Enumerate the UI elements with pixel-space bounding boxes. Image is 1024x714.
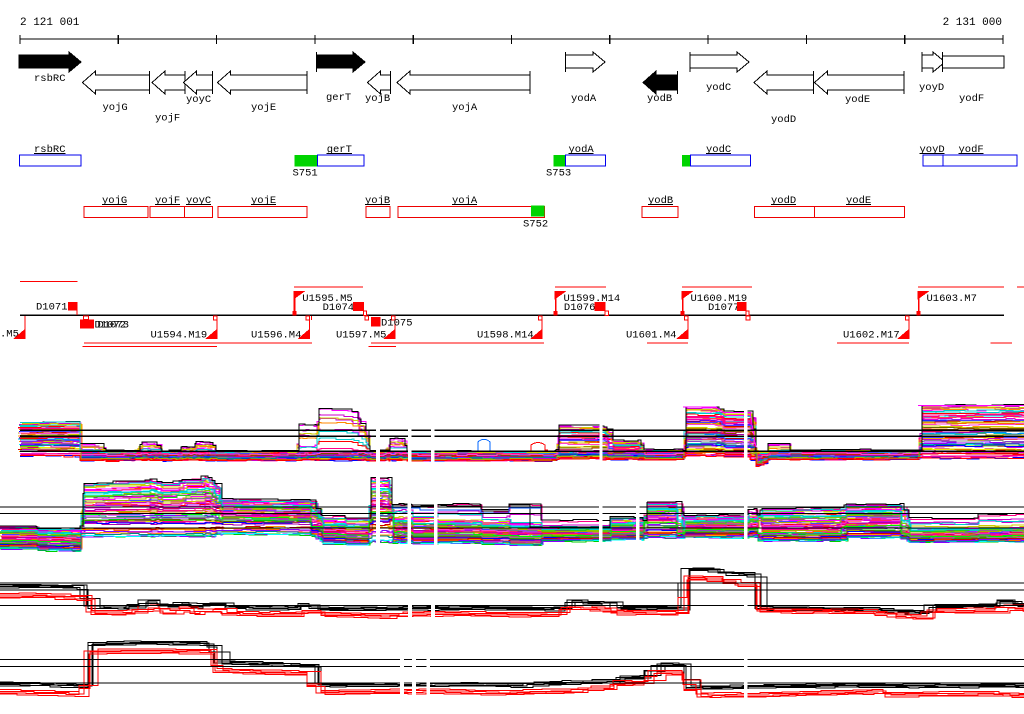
svg-text:yojB: yojB — [365, 195, 390, 207]
svg-text:2 121 001: 2 121 001 — [20, 17, 80, 29]
svg-text:yoyC: yoyC — [186, 94, 211, 106]
svg-text:yojF: yojF — [155, 113, 180, 125]
svg-text:.M5: .M5 — [0, 329, 19, 341]
svg-text:rsbRC: rsbRC — [34, 144, 66, 156]
svg-text:yoyD: yoyD — [920, 144, 945, 156]
svg-text:U1598.M14: U1598.M14 — [477, 330, 534, 342]
svg-text:rsbRC: rsbRC — [34, 73, 66, 85]
svg-text:gerT: gerT — [327, 144, 352, 156]
svg-text:D1073: D1073 — [98, 320, 130, 332]
svg-text:yojA: yojA — [452, 102, 478, 114]
svg-text:yodD: yodD — [771, 195, 796, 207]
svg-text:yodF: yodF — [959, 144, 984, 156]
svg-text:yodB: yodB — [648, 195, 673, 207]
svg-text:D1076: D1076 — [564, 302, 596, 314]
svg-text:U1594.M19: U1594.M19 — [151, 330, 208, 342]
svg-text:U1596.M4: U1596.M4 — [251, 330, 301, 342]
svg-text:yojG: yojG — [102, 195, 127, 207]
svg-text:D1074: D1074 — [323, 302, 355, 314]
svg-text:yojE: yojE — [251, 102, 276, 114]
svg-text:yodC: yodC — [706, 144, 731, 156]
svg-text:S751: S751 — [293, 168, 318, 180]
svg-text:U1597.M5: U1597.M5 — [336, 330, 386, 342]
svg-text:yodF: yodF — [959, 93, 984, 105]
svg-text:yojB: yojB — [365, 93, 390, 105]
svg-text:D1077: D1077 — [708, 302, 740, 314]
svg-text:S753: S753 — [546, 168, 571, 180]
svg-text:yojG: yojG — [103, 102, 128, 114]
svg-text:yojE: yojE — [251, 195, 276, 207]
svg-text:U1601.M4: U1601.M4 — [626, 330, 676, 342]
svg-text:gerT: gerT — [326, 92, 351, 104]
svg-text:yojA: yojA — [452, 195, 478, 207]
svg-text:yodC: yodC — [706, 82, 731, 94]
svg-text:U1603.M7: U1603.M7 — [927, 293, 977, 305]
svg-text:D1071: D1071 — [36, 302, 68, 314]
svg-text:2 131 000: 2 131 000 — [943, 17, 1002, 29]
svg-text:S752: S752 — [523, 219, 548, 231]
svg-text:yodE: yodE — [846, 195, 871, 207]
svg-text:yoyD: yoyD — [919, 82, 944, 94]
svg-text:D1075: D1075 — [381, 318, 413, 330]
svg-text:yodA: yodA — [569, 144, 595, 156]
svg-text:U1599.M14: U1599.M14 — [564, 293, 621, 305]
svg-text:U1595.M5: U1595.M5 — [302, 293, 352, 305]
svg-text:D1072: D1072 — [95, 320, 127, 332]
svg-text:U1602.M17: U1602.M17 — [843, 330, 900, 342]
svg-text:yodB: yodB — [647, 93, 672, 105]
svg-text:yodA: yodA — [571, 93, 597, 105]
svg-text:yodD: yodD — [771, 114, 796, 126]
svg-text:yojF: yojF — [155, 195, 180, 207]
svg-text:U1600.M19: U1600.M19 — [691, 293, 748, 305]
svg-text:yoyC: yoyC — [186, 195, 211, 207]
svg-text:yodE: yodE — [845, 94, 870, 106]
